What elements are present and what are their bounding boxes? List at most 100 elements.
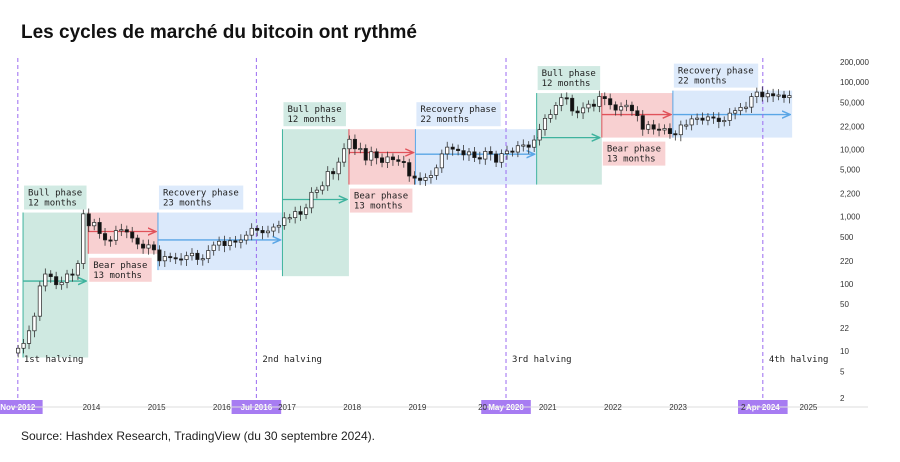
- candle-body: [97, 222, 102, 234]
- x-tick-label: 2017: [278, 403, 296, 412]
- y-tick-label: 50: [840, 300, 849, 309]
- candle-body: [238, 239, 243, 243]
- phase-label-bg-bull: [537, 66, 601, 91]
- phase-label-duration: 13 months: [607, 155, 656, 165]
- y-tick-label: 220: [840, 257, 854, 266]
- phase-label-name: Bull phase: [287, 105, 341, 115]
- x-tick-label: 2015: [148, 403, 166, 412]
- candle-body: [48, 273, 53, 277]
- phase-label-duration: 12 months: [287, 115, 336, 125]
- x-tick-label: 2023: [669, 403, 687, 412]
- candle-body: [445, 146, 450, 155]
- candle-body: [108, 239, 113, 242]
- candle-body: [532, 139, 537, 148]
- phase-label-bg-bull: [24, 185, 87, 210]
- candle-body: [765, 93, 770, 98]
- phase-label-name: Bull phase: [28, 189, 82, 199]
- candle-body: [195, 252, 200, 260]
- phase-label-duration: 13 months: [354, 202, 403, 212]
- candle-body: [499, 153, 504, 163]
- candle-body: [227, 240, 233, 246]
- candle-body: [602, 96, 607, 100]
- candle-body: [75, 263, 80, 276]
- phase-label-name: Recovery phase: [163, 189, 239, 199]
- chart-title: Les cycles de marché du bitcoin ont ryth…: [21, 22, 417, 43]
- halving-text: 1st halving: [24, 355, 84, 365]
- candle-body: [103, 233, 108, 241]
- x-tick-label: 2014: [83, 403, 101, 412]
- candle-body: [705, 116, 710, 121]
- candle-body: [184, 255, 189, 260]
- candle-body: [363, 148, 368, 161]
- candle-body: [564, 97, 569, 100]
- candle-body: [504, 150, 510, 155]
- candle-body: [374, 151, 379, 159]
- candle-body: [16, 347, 21, 354]
- phase-label-bg-bear: [89, 257, 152, 282]
- candle-body: [608, 98, 613, 106]
- candle-body: [651, 124, 656, 130]
- candle-body: [754, 91, 759, 97]
- candle-body: [32, 315, 37, 332]
- candle-body: [412, 175, 417, 179]
- y-tick-label: 10,000: [840, 145, 865, 154]
- candle-body: [575, 110, 580, 114]
- candle-body: [331, 171, 336, 175]
- candle-body: [135, 237, 140, 245]
- candle-body: [428, 175, 433, 178]
- candle-body: [548, 114, 553, 119]
- y-tick-label: 200,000: [840, 58, 869, 67]
- candle-body: [695, 117, 700, 120]
- candle-body: [771, 93, 776, 97]
- candle-body: [396, 159, 401, 162]
- candle-body: [781, 94, 787, 98]
- candle-body: [456, 148, 461, 151]
- candle-body: [222, 240, 227, 246]
- y-tick-label: 100: [840, 280, 854, 289]
- candle-body: [130, 231, 135, 239]
- candle-body: [309, 191, 314, 209]
- candle-body: [716, 117, 721, 122]
- candle-body: [466, 151, 472, 156]
- candle-body: [711, 116, 716, 119]
- phase-label-duration: 12 months: [28, 199, 77, 209]
- candle-body: [255, 227, 260, 231]
- y-tick-label: 2: [840, 394, 845, 403]
- candle-body: [401, 161, 406, 163]
- candle-body: [581, 107, 586, 114]
- candle-body: [678, 124, 683, 136]
- y-tick-label: 1,000: [840, 213, 861, 222]
- candle-body: [43, 273, 48, 287]
- candle-body: [559, 97, 564, 106]
- candle-body: [662, 128, 667, 131]
- phase-box-bull: [536, 93, 602, 185]
- candle-body: [483, 151, 488, 160]
- phase-label-duration: 22 months: [420, 115, 469, 125]
- candle-body: [526, 144, 531, 148]
- y-tick-label: 10: [840, 347, 849, 356]
- candle-body: [749, 96, 754, 108]
- candle-body: [168, 256, 173, 259]
- candle-body: [211, 244, 216, 251]
- candle-body: [385, 156, 390, 163]
- candle-body: [450, 146, 455, 150]
- candle-body: [684, 124, 689, 127]
- candle-body: [570, 97, 575, 112]
- y-tick-label: 5: [840, 367, 845, 376]
- candle-body: [434, 167, 439, 176]
- candle-body: [537, 129, 542, 141]
- candle-body: [613, 104, 618, 111]
- candle-body: [244, 234, 249, 241]
- halving-text: 3rd halving: [512, 355, 572, 365]
- phase-label-duration: 12 months: [542, 79, 591, 89]
- x-tick-label: 2022: [604, 403, 622, 412]
- candle-body: [314, 189, 319, 193]
- phase-label-bg-bear: [602, 141, 666, 166]
- candle-body: [494, 153, 499, 163]
- candle-body: [304, 207, 309, 215]
- candle-body: [591, 103, 596, 107]
- candle-body: [673, 133, 678, 136]
- phase-label-duration: 13 months: [93, 271, 142, 281]
- y-tick-label: 22: [840, 324, 849, 333]
- phase-box-bull: [282, 129, 349, 277]
